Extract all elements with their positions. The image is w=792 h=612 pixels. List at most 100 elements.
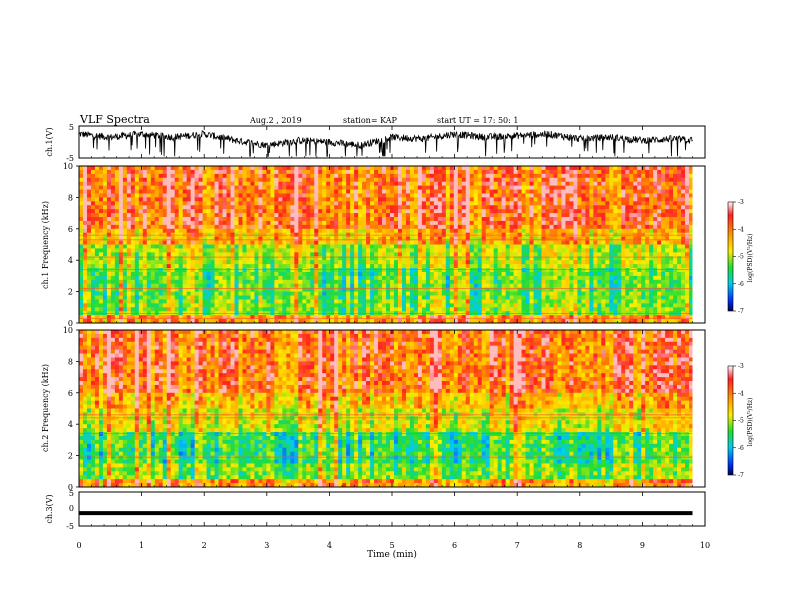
- spectrogram-cell: [358, 205, 363, 210]
- spectrogram-cell: [605, 166, 610, 171]
- spectrogram-cell: [457, 173, 463, 179]
- spectrogram-cell: [497, 220, 503, 226]
- spectrogram-cell: [174, 185, 180, 190]
- spectrogram-cell: [485, 166, 491, 171]
- spectrogram-cell: [106, 173, 112, 179]
- spectrogram-cell: [613, 193, 618, 198]
- spectrogram-cell: [86, 166, 92, 171]
- spectrogram-cell: [194, 197, 200, 202]
- spectrogram-cell: [689, 268, 694, 273]
- spectrogram-cell: [425, 220, 431, 226]
- spectrogram-cell: [118, 287, 124, 293]
- spectrogram-cell: [386, 213, 391, 218]
- spectrogram-cell: [629, 201, 634, 206]
- spectrogram-cell: [298, 236, 303, 241]
- spectrogram-cell: [497, 205, 503, 210]
- spectrogram-cell: [553, 279, 558, 285]
- spectrogram-cell: [465, 271, 471, 277]
- spectrogram-cell: [613, 173, 618, 179]
- spectrogram-cell: [290, 256, 295, 261]
- spectrogram-cell: [473, 252, 479, 257]
- spectrogram-cell: [230, 228, 235, 234]
- spectrogram-cell: [106, 228, 112, 234]
- spectrogram-cell: [493, 189, 499, 194]
- spectrogram-cell: [481, 169, 487, 175]
- spectrogram-cell: [286, 197, 291, 202]
- spectrogram-cell: [477, 228, 483, 234]
- spectrogram-cell: [238, 177, 243, 183]
- spectrogram-cell: [186, 173, 192, 179]
- spectrogram-cell: [278, 248, 283, 253]
- spectrogram-cell: [413, 201, 419, 206]
- spectrogram-cell: [338, 193, 343, 198]
- spectrogram-cell: [405, 185, 411, 190]
- spectrogram-cell: [541, 283, 546, 289]
- spectrogram-cell: [158, 244, 164, 249]
- spectrogram-cell: [178, 279, 184, 285]
- spectrogram-cell: [118, 189, 124, 194]
- spectrogram-cell: [79, 166, 84, 171]
- spectrogram-cell: [609, 193, 614, 198]
- spectrogram-cell: [489, 271, 495, 277]
- spectrogram-cell: [210, 220, 215, 226]
- spectrogram-cell: [477, 169, 483, 175]
- spectrogram-cell: [597, 201, 602, 206]
- spectrogram-cell: [246, 217, 251, 222]
- spectrogram-cell: [485, 177, 491, 183]
- spectrogram-cell: [677, 197, 682, 202]
- spectrogram-cell: [409, 173, 415, 179]
- spectrogram-cell: [497, 213, 503, 218]
- spectrogram-cell: [322, 260, 327, 265]
- spectrogram-cell: [641, 279, 646, 285]
- spectrogram-cell: [561, 220, 566, 226]
- spectrogram-cell: [298, 205, 303, 210]
- spectrogram-cell: [218, 220, 223, 226]
- spectrogram-cell: [521, 213, 526, 218]
- spectrogram-cell: [250, 173, 255, 179]
- spectrogram-cell: [609, 279, 614, 285]
- spectrogram-cell: [178, 260, 184, 265]
- spectrogram-cell: [210, 240, 215, 245]
- spectrogram-cell: [657, 268, 662, 273]
- spectrogram-cell: [90, 205, 96, 210]
- spectrogram-cell: [122, 181, 128, 187]
- spectrogram-cell: [533, 264, 538, 269]
- spectrogram-cell: [86, 279, 92, 285]
- spectrogram-cell: [214, 240, 219, 245]
- spectrogram-cell: [290, 271, 295, 277]
- spectrogram-cell: [322, 173, 327, 179]
- spectrogram-cell: [146, 189, 152, 194]
- spectrogram-cell: [250, 279, 255, 285]
- spectrogram-cell: [661, 256, 666, 261]
- spectrogram-cell: [210, 189, 215, 194]
- spectrogram-cell: [190, 217, 196, 222]
- spectrogram-cell: [425, 228, 431, 234]
- spectrogram-cell: [689, 275, 694, 281]
- spectrogram-cell: [330, 268, 335, 273]
- spectrogram-cell: [330, 240, 335, 245]
- spectrogram-cell: [390, 173, 395, 179]
- spectrogram-cell: [358, 209, 363, 214]
- spectrogram-cell: [334, 260, 339, 265]
- spectrogram-cell: [130, 224, 136, 230]
- spectrogram-cell: [330, 260, 335, 265]
- spectrogram-cell: [649, 213, 654, 218]
- spectrogram-cell: [465, 248, 471, 253]
- spectrogram-cell: [417, 217, 423, 222]
- spectrogram-cell: [258, 275, 263, 281]
- spectrogram-cell: [82, 166, 88, 171]
- spectrogram-cell: [294, 201, 299, 206]
- spectrogram-cell: [605, 283, 610, 289]
- spectrogram-cell: [577, 240, 582, 245]
- spectrogram-cell: [689, 240, 694, 245]
- spectrogram-cell: [286, 189, 291, 194]
- spectrogram-cell: [198, 205, 204, 210]
- spectrogram-cell: [202, 268, 207, 273]
- spectrogram-cell: [234, 268, 239, 273]
- spectrogram-cell: [226, 283, 231, 289]
- spectrogram-cell: [230, 193, 235, 198]
- spectrogram-cell: [278, 268, 283, 273]
- spectrogram-cell: [274, 268, 279, 273]
- spectrogram-cell: [382, 169, 387, 175]
- spectrogram-cell: [401, 279, 407, 285]
